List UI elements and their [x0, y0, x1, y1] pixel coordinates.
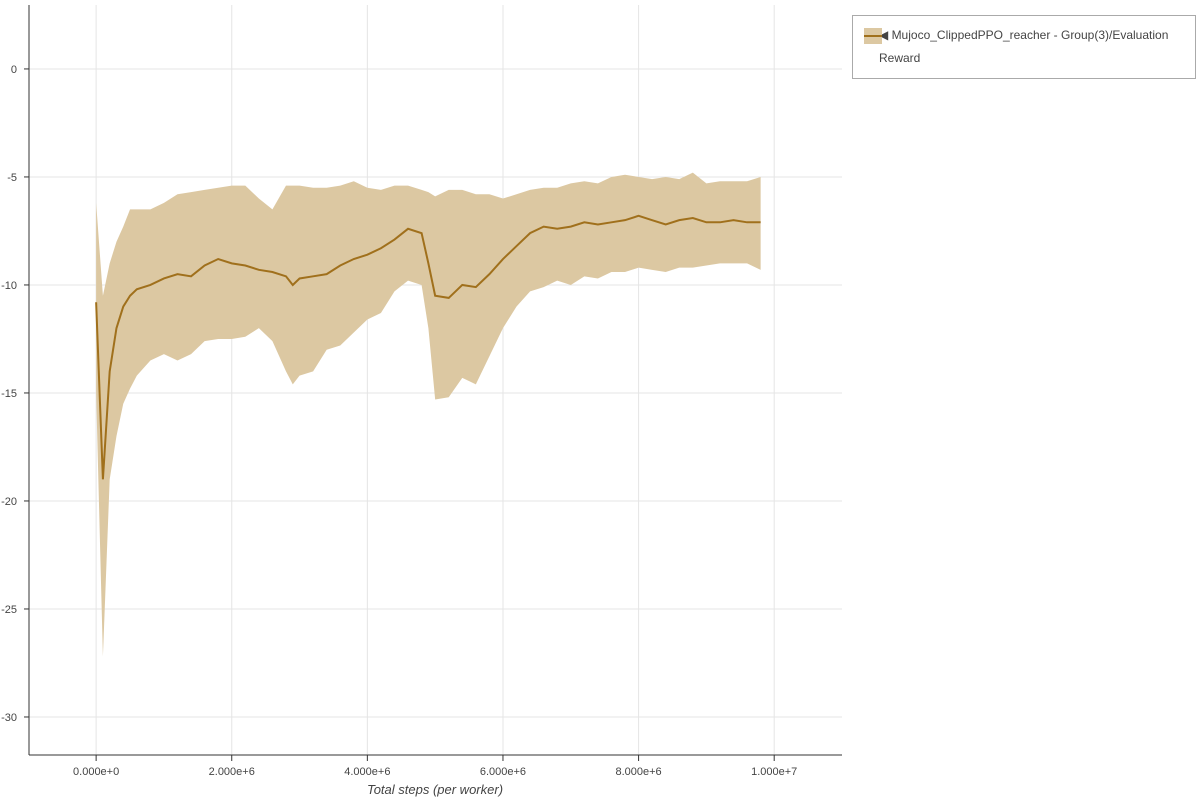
x-tick-label: 4.000e+6: [344, 766, 390, 778]
y-tick-label: -30: [1, 712, 17, 724]
x-tick-label: 1.000e+7: [751, 766, 797, 778]
y-tick-label: -25: [1, 604, 17, 616]
x-tick-label: 0.000e+0: [73, 766, 119, 778]
y-tick-label: -5: [7, 172, 17, 184]
legend: ◀ Mujoco_ClippedPPO_reacher - Group(3)/E…: [852, 15, 1196, 79]
x-axis-label: Total steps (per worker): [367, 782, 503, 797]
band: [96, 172, 761, 657]
line: [95, 214, 761, 480]
legend-label: ◀ Mujoco_ClippedPPO_reacher - Group(3)/E…: [879, 28, 1169, 65]
y-tick-label: -10: [1, 280, 17, 292]
y-tick-label: -20: [1, 496, 17, 508]
x-tick-label: 6.000e+6: [480, 766, 526, 778]
x-tick-label: 2.000e+6: [209, 766, 255, 778]
x-tick-label: 8.000e+6: [615, 766, 661, 778]
y-tick-label: 0: [11, 64, 17, 76]
legend-swatch: [864, 28, 882, 44]
y-tick-label: -15: [1, 388, 17, 400]
